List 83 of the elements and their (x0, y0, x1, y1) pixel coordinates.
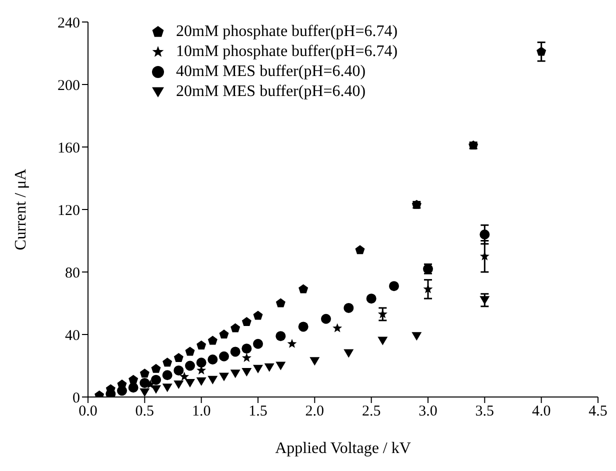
point (276, 362, 286, 370)
point (344, 349, 354, 358)
point (310, 357, 320, 366)
point (378, 336, 388, 346)
point (219, 330, 229, 339)
point (140, 388, 150, 397)
point (287, 338, 297, 348)
point (276, 331, 286, 342)
point (480, 296, 490, 305)
point (185, 360, 195, 371)
point (242, 317, 252, 326)
point (162, 370, 172, 380)
point (242, 368, 252, 376)
point (128, 374, 138, 384)
point (180, 372, 190, 381)
y-tick-label: 40 (65, 328, 80, 344)
y-tick-label: 0 (72, 390, 80, 406)
point (253, 310, 263, 320)
y-tick-label: 200 (58, 78, 80, 94)
y-axis-title: Current / μA (12, 168, 30, 250)
point (242, 344, 252, 354)
x-tick-label: 3.5 (475, 404, 494, 420)
x-tick-label: 1.5 (248, 404, 268, 420)
point (332, 323, 342, 332)
y-tick-label: 160 (58, 140, 80, 156)
x-tick-label: 0.5 (135, 404, 154, 420)
point (264, 363, 274, 372)
point (230, 346, 240, 357)
point (389, 281, 399, 292)
point (196, 358, 206, 368)
point (480, 251, 490, 260)
point (117, 386, 127, 396)
y-tick-label: 120 (58, 202, 80, 219)
point (298, 322, 308, 332)
x-tick-label: 4.5 (588, 404, 608, 420)
point (140, 368, 150, 378)
point (174, 380, 184, 389)
point (242, 352, 252, 362)
point (321, 314, 331, 324)
point (412, 332, 422, 341)
point (219, 372, 229, 382)
point (536, 46, 546, 56)
point (174, 352, 184, 362)
point (162, 384, 172, 392)
legend-label: 20mM phosphate buffer(pH=6.74) (176, 22, 398, 42)
point (423, 284, 433, 294)
point (219, 351, 229, 362)
x-tick-label: 0.0 (78, 404, 98, 420)
point (185, 346, 195, 356)
legend-label: 40mM MES buffer(pH=6.40) (176, 62, 366, 82)
point (378, 309, 388, 318)
point (230, 370, 240, 378)
point (366, 294, 376, 304)
point (276, 298, 286, 308)
point (151, 364, 161, 373)
point (208, 376, 218, 384)
point (253, 338, 263, 349)
x-tick-label: 1.0 (192, 404, 211, 420)
point (196, 377, 206, 386)
point (185, 378, 195, 388)
x-tick-label: 2.5 (362, 404, 381, 420)
point (208, 354, 218, 364)
point (162, 358, 172, 367)
point (208, 336, 218, 345)
point (128, 382, 138, 393)
point (196, 340, 206, 350)
x-tick-label: 3.0 (418, 404, 438, 420)
point (344, 302, 354, 313)
point (140, 378, 150, 388)
legend-label: 10mM phosphate buffer(pH=6.74) (176, 42, 398, 62)
y-tick-label: 240 (58, 15, 80, 32)
x-tick-label: 4.0 (532, 404, 551, 420)
point (298, 284, 308, 294)
point (230, 323, 240, 332)
point (151, 385, 161, 394)
x-tick-label: 2.0 (305, 404, 324, 420)
point (253, 364, 263, 374)
point (355, 245, 365, 254)
point (151, 374, 161, 385)
y-tick-label: 80 (65, 265, 80, 282)
point (174, 365, 184, 376)
legend-label: 20mM MES buffer(pH=6.40) (176, 82, 366, 102)
x-axis-title: Applied Voltage / kV (275, 440, 412, 457)
